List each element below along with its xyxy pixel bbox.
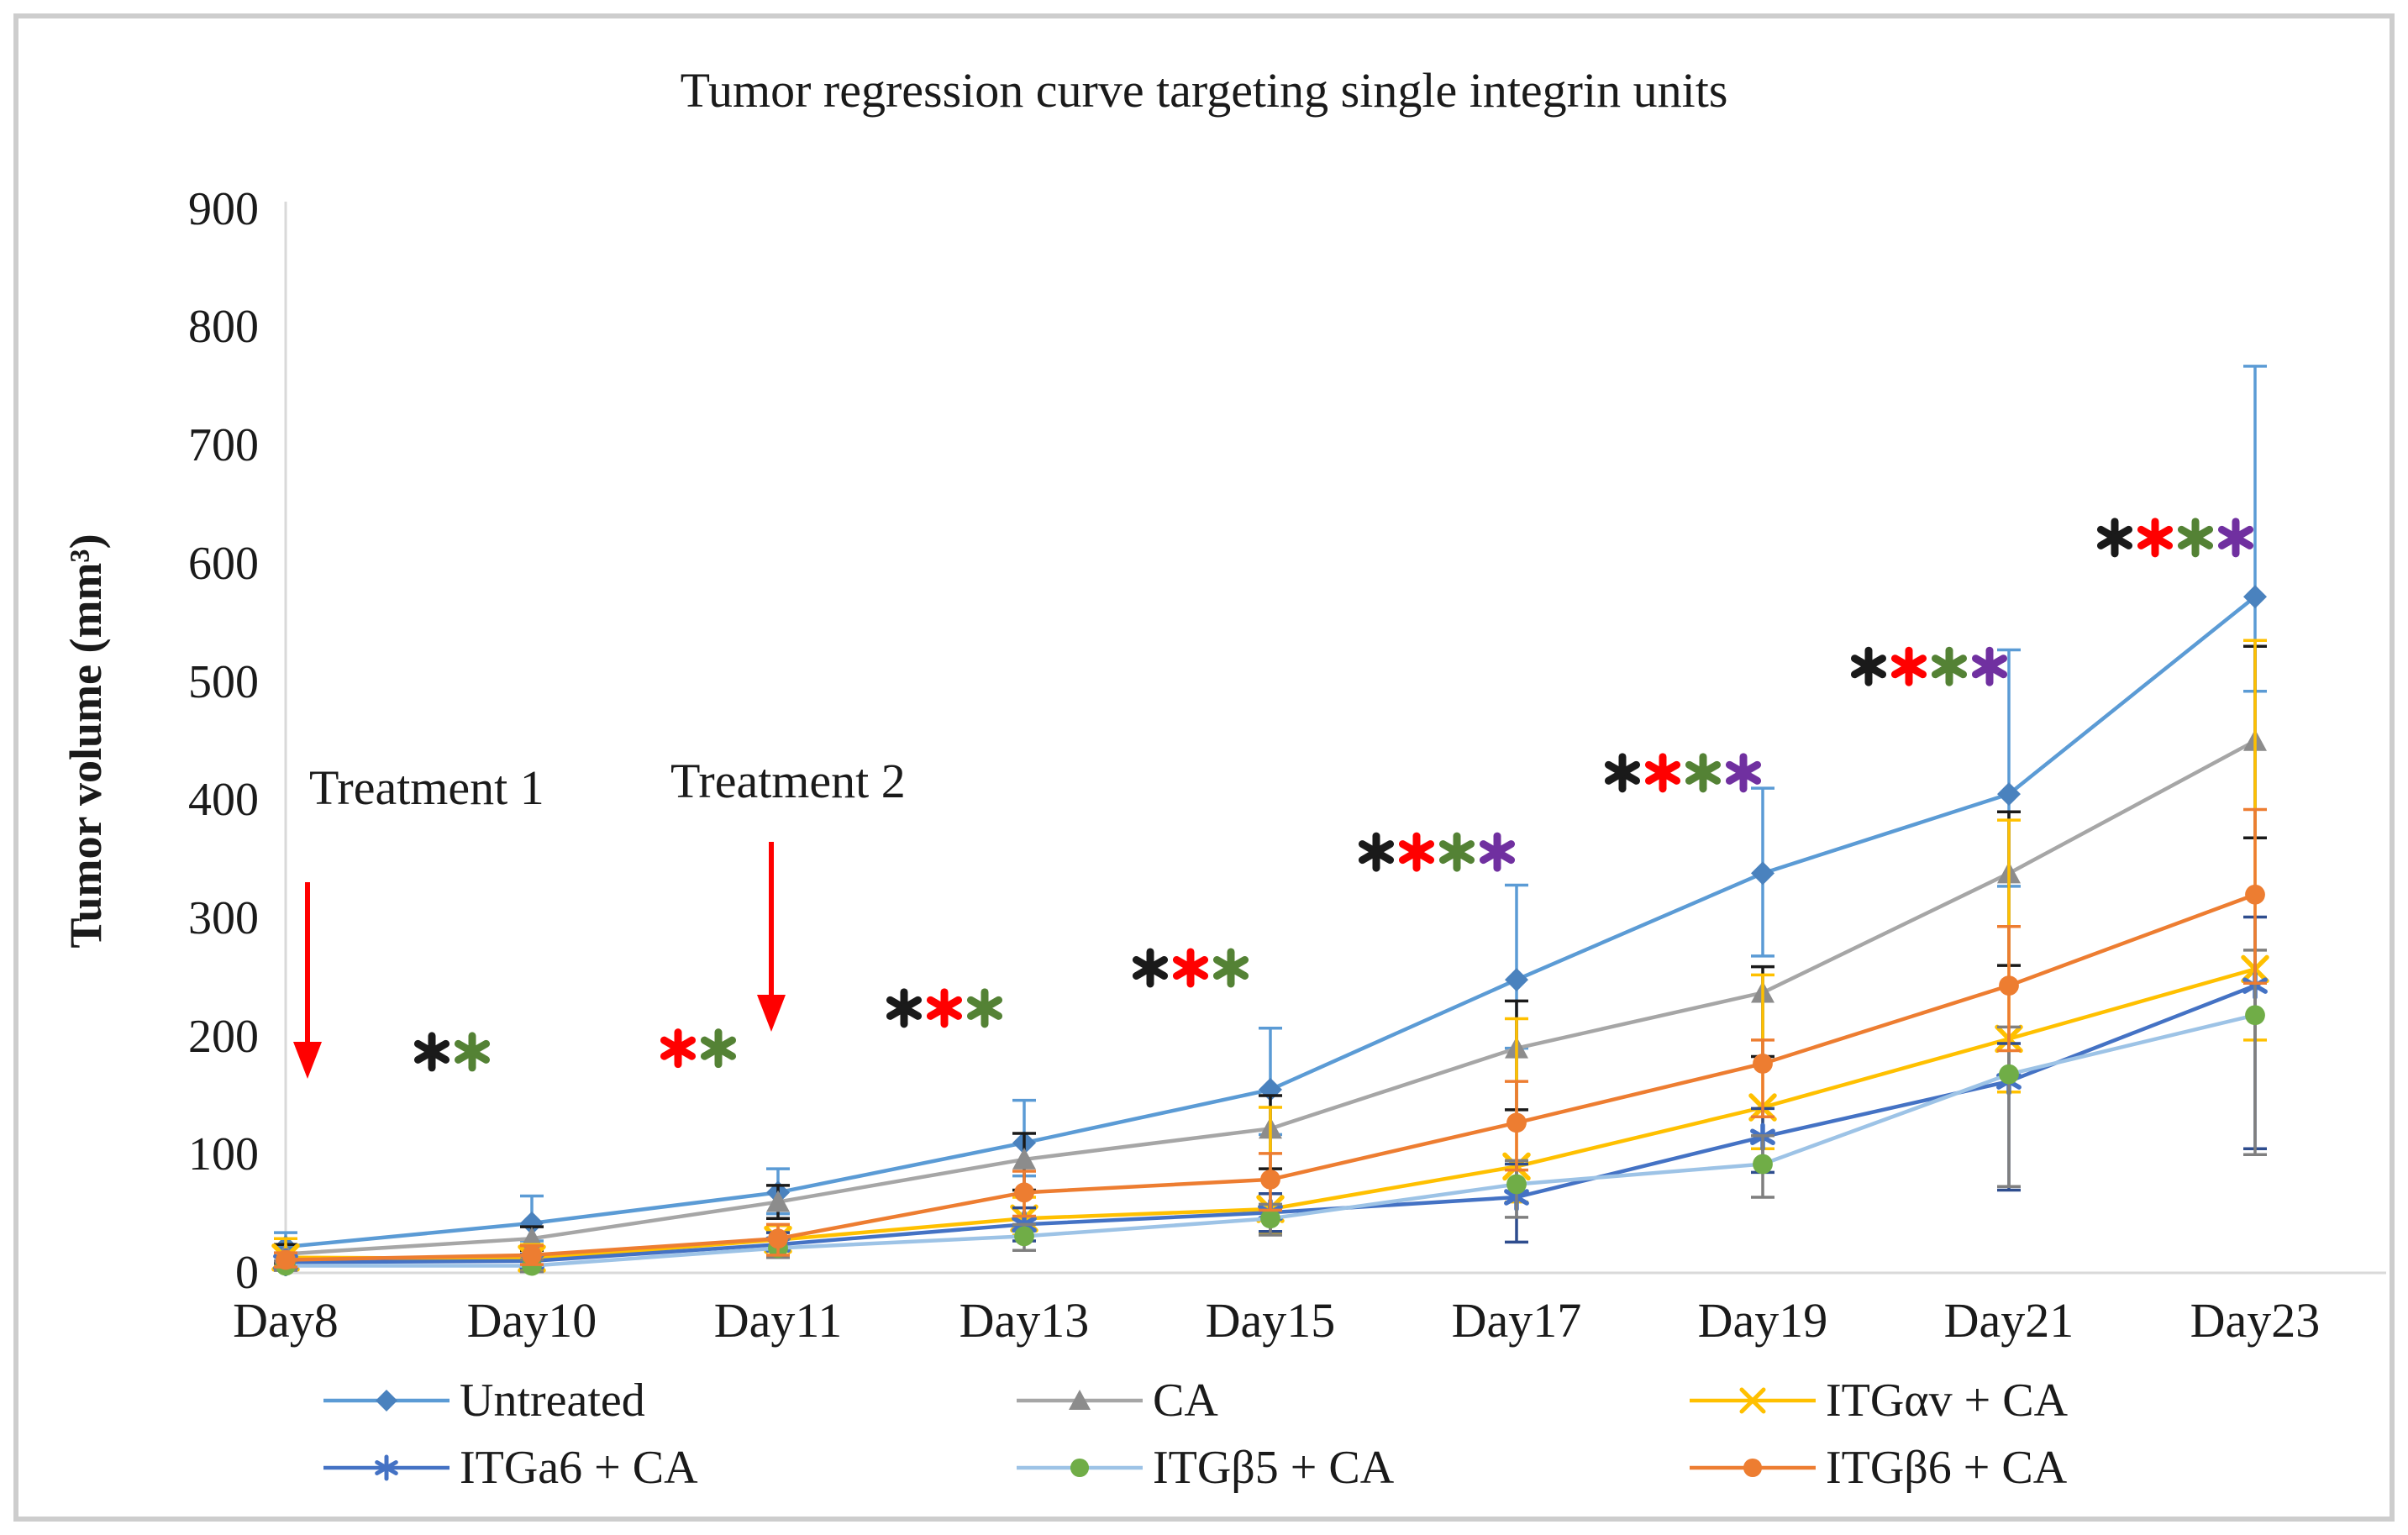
legend-item: Untreated [323,1370,645,1431]
chart-title: Tumor regression curve targeting single … [680,63,1728,118]
legend-key [323,1390,450,1411]
legend-label: Untreated [460,1375,645,1427]
data-point-marker [1260,1169,1280,1190]
treatment-arrow [293,882,322,1079]
x-tick-label: Day21 [1943,1293,2074,1348]
data-point-marker [1753,1154,1773,1175]
treatment-arrow [757,842,786,1032]
data-point-marker [1999,1064,2019,1085]
x-tick-label: Day19 [1697,1293,1828,1348]
x-tick-label: Day10 [466,1293,597,1348]
significance-asterisks-Day15 [1132,948,1249,988]
x-tick-label: Day15 [1205,1293,1336,1348]
legend-key [1017,1390,1143,1411]
y-tick-label: 600 [188,537,259,590]
legend-label: ITGαv + CA [1826,1375,2069,1427]
significance-asterisks-Day13 [886,988,1003,1028]
data-point-marker [1751,861,1774,886]
legend-item: ITGa6 + CA [323,1438,698,1498]
legend-label: ITGβ5 + CA [1153,1442,1395,1494]
data-point-marker [1012,1147,1036,1170]
y-tick-label: 300 [188,891,259,944]
data-point-marker [1014,1182,1034,1203]
y-tick-label: 700 [188,419,259,472]
x-tick-label: Day11 [713,1293,843,1348]
data-point-marker [522,1244,542,1265]
y-tick-label: 800 [188,301,259,354]
treatment-1-label: Treatment 1 [309,760,544,815]
legend-label: ITGβ6 + CA [1826,1442,2068,1494]
legend-label: CA [1153,1375,1218,1427]
x-tick-label: Day8 [233,1293,339,1348]
legend-key [1690,1387,1816,1414]
y-tick-label: 500 [188,655,259,708]
data-point-marker [2245,1005,2265,1026]
legend-key [323,1454,450,1481]
series-4 [274,949,2267,1276]
y-tick-label: 900 [188,182,259,235]
data-point-marker [1999,975,2019,996]
treatment-2-label: Treatment 2 [670,754,906,808]
data-point-marker [1505,968,1528,992]
legend-key [1690,1458,1816,1478]
data-point-marker [1753,1054,1773,1074]
legend-item: ITGβ6 + CA [1690,1438,2067,1498]
significance-asterisks-Day21 [1850,646,2008,686]
y-tick-label: 0 [235,1247,259,1299]
y-tick-label: 100 [188,1128,259,1181]
legend-key [1017,1458,1143,1478]
data-point-marker [1260,1208,1280,1229]
x-tick-label: Day13 [959,1293,1090,1348]
error-bar [1751,1038,1774,1119]
data-point-marker [768,1228,788,1249]
data-point-marker [2245,884,2265,905]
x-tick-label: Day23 [2190,1293,2321,1348]
data-point-marker [1014,1226,1034,1247]
data-point-marker [276,1249,296,1270]
legend-item: ITGβ5 + CA [1017,1438,1394,1498]
legend-item: ITGαv + CA [1690,1370,2068,1431]
data-point-marker [766,1190,790,1212]
significance-asterisks-Day10 [413,1032,491,1072]
legend-label: ITGa6 + CA [460,1442,698,1494]
data-point-marker [1506,1112,1527,1133]
significance-asterisks-Day23 [2096,518,2254,558]
data-point-marker [1506,1174,1527,1195]
data-point-marker [520,1211,544,1235]
significance-asterisks-Day17 [1358,832,1516,872]
data-point-marker [2243,585,2267,609]
significance-asterisks-Day19 [1604,753,1762,793]
x-tick-label: Day17 [1451,1293,1582,1348]
y-tick-label: 200 [188,1010,259,1063]
data-point-marker [1997,782,2021,807]
series-5 [274,807,2267,1270]
legend-item: CA [1017,1370,1218,1431]
y-tick-label: 400 [188,774,259,827]
significance-asterisks-Day11 [660,1028,737,1069]
